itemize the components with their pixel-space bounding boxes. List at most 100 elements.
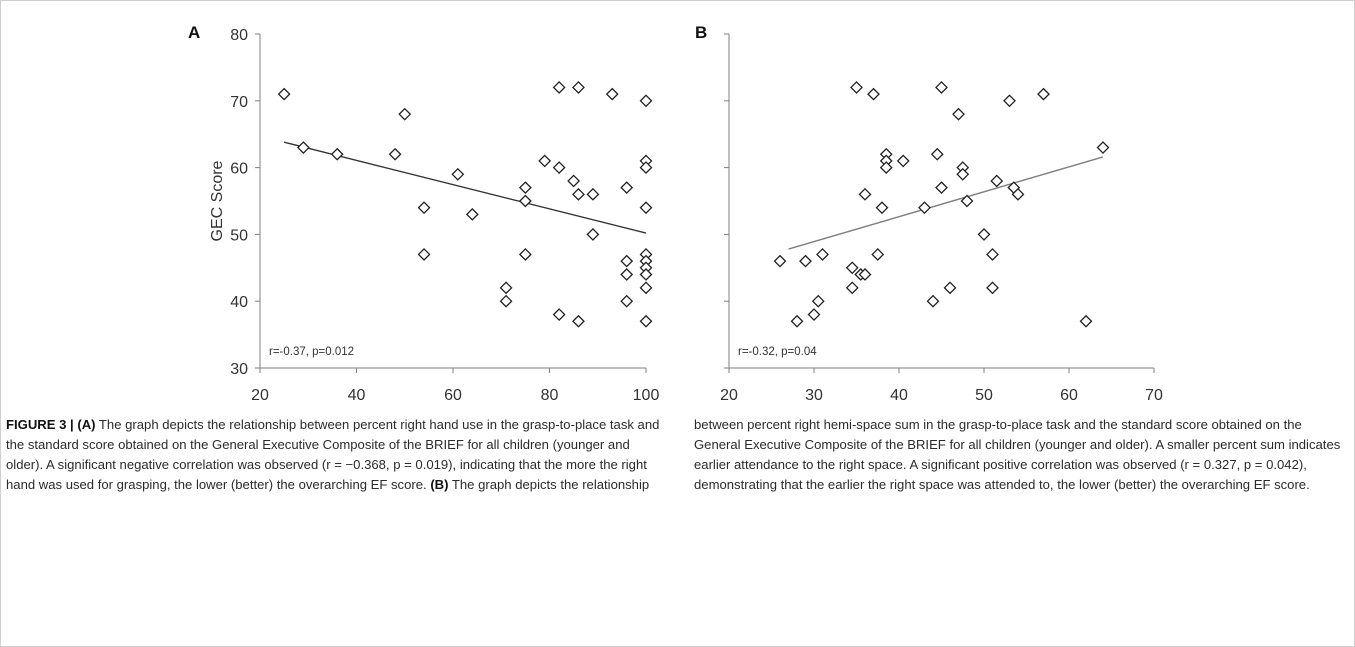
panel-a-data-point xyxy=(417,248,431,261)
panel-b-data-point xyxy=(926,294,940,308)
panel-b-data-point xyxy=(960,194,974,208)
panel-b-x-tick-label: 50 xyxy=(975,387,993,404)
panel-b-data-point xyxy=(845,281,859,295)
panel-a-data-point xyxy=(572,81,585,94)
panel-a-data-point xyxy=(620,294,634,308)
panel-b-data-point xyxy=(807,308,821,321)
panel-a-letter: A xyxy=(188,23,200,42)
panel-a-data-point xyxy=(297,141,310,154)
panel-a-x-tick-label: 100 xyxy=(633,387,660,404)
panel-b-data-point xyxy=(943,281,957,295)
panel-a-data-point xyxy=(639,161,653,175)
panel-a-data-point xyxy=(330,147,344,161)
panel-a-data-point xyxy=(552,161,566,175)
panel-b-data-point xyxy=(773,254,787,268)
panel-b-data-point xyxy=(816,248,829,261)
panel-a-data-point xyxy=(639,281,653,295)
panel-a-y-tick-label: 50 xyxy=(230,227,248,244)
panel-a-data-point xyxy=(620,268,634,281)
panel-a-x-tick-label: 80 xyxy=(541,387,559,404)
panel-a-data-point xyxy=(499,294,513,308)
panel-b-data-point xyxy=(935,81,948,94)
panel-a-data-point xyxy=(451,167,465,181)
caption-label-a: (A) xyxy=(77,417,96,432)
panel-b-data-point xyxy=(1079,314,1093,328)
panel-a-data-point xyxy=(398,107,412,121)
panel-b-data-point xyxy=(1037,87,1050,101)
panel-b-letter: B xyxy=(695,23,707,42)
panel-a-data-point xyxy=(639,201,653,215)
panel-b-data-point xyxy=(1003,94,1016,108)
panel-a-data-point xyxy=(572,187,585,201)
panel-b-correlation-label: r=-0.32, p=0.04 xyxy=(738,346,817,358)
caption-label-b: (B) xyxy=(430,477,449,492)
panel-b-data-point xyxy=(896,154,910,168)
panel-a-y-tick-label: 60 xyxy=(230,161,248,178)
panel-a-data-point xyxy=(639,94,653,108)
panel-a-data-point xyxy=(518,181,532,195)
caption-text-b-continued: between percent right hemi-space sum in … xyxy=(694,417,1341,492)
panel-b-data-point xyxy=(990,174,1004,188)
panel-b-x-tick-label: 70 xyxy=(1145,387,1163,404)
panel-b-data-point xyxy=(1011,187,1025,201)
panel-b-data-point xyxy=(956,167,970,181)
panel-a-x-tick-label: 60 xyxy=(444,387,462,404)
panel-a-data-point xyxy=(552,308,566,321)
panel-a-y-tick-label: 40 xyxy=(230,294,248,311)
panel-a-data-point xyxy=(538,154,552,168)
panel-b-data-point xyxy=(811,294,825,308)
panel-b-data-point xyxy=(871,248,885,261)
panel-a-data-point xyxy=(277,87,291,101)
panel-a-data-point xyxy=(567,174,581,188)
panel-b-x-tick-label: 40 xyxy=(890,387,908,404)
panel-a-data-point xyxy=(586,187,600,201)
panel-b-data-point xyxy=(879,161,893,175)
caption-right-column: between percent right hemi-space sum in … xyxy=(694,415,1346,495)
panel-b-data-point xyxy=(986,281,999,295)
panel-b-data-point xyxy=(952,107,965,121)
caption-left-column: FIGURE 3 | (A) The graph depicts the rel… xyxy=(6,415,662,495)
panel-b-x-tick-label: 30 xyxy=(805,387,823,404)
panel-a-x-tick-label: 20 xyxy=(251,387,269,404)
panel-a-y-tick-label: 80 xyxy=(230,27,248,44)
panel-a-data-point xyxy=(499,281,513,295)
panel-b-data-point xyxy=(875,201,889,215)
panel-b-data-point xyxy=(867,87,880,101)
panel-a-correlation-label: r=-0.37, p=0.012 xyxy=(269,346,354,358)
caption-text-b-start: The graph depicts the relationship xyxy=(448,477,650,492)
panel-a-data-point xyxy=(552,81,566,94)
panel-b-data-point xyxy=(986,248,999,261)
panel-a-data-point xyxy=(639,314,653,328)
panel-a-data-point xyxy=(518,194,532,208)
panel-b-data-point xyxy=(1096,141,1110,154)
panel-a-data-point xyxy=(572,314,585,328)
panel-a-trendline xyxy=(283,141,647,234)
panel-a-data-point xyxy=(518,248,532,261)
panel-b-data-point xyxy=(858,268,872,281)
panel-a-data-point xyxy=(620,254,634,268)
panel-b-data-point xyxy=(930,147,944,161)
panel-a-y-tick-label: 30 xyxy=(230,361,248,378)
panel-b-data-point xyxy=(918,201,931,215)
panel-a-y-axis-title: GEC Score xyxy=(209,160,226,241)
panel-b-x-tick-label: 20 xyxy=(720,387,738,404)
caption-text-a: The graph depicts the relationship betwe… xyxy=(6,417,660,492)
panel-a-data-point xyxy=(620,181,634,195)
panel-b-data-point xyxy=(858,187,872,201)
panel-b-data-point xyxy=(790,314,804,328)
panel-a-data-point xyxy=(465,207,479,221)
panel-a-x-tick-label: 40 xyxy=(348,387,366,404)
panel-b-data-point xyxy=(850,81,863,94)
panel-a-data-point xyxy=(586,227,600,241)
panel-b-data-point xyxy=(977,227,991,241)
panel-a-data-point xyxy=(605,87,619,101)
panel-a-y-tick-label: 70 xyxy=(230,94,248,111)
figure-caption: FIGURE 3 | (A) The graph depicts the rel… xyxy=(0,407,1355,645)
panel-b-x-tick-label: 60 xyxy=(1060,387,1078,404)
panel-b-trendline xyxy=(788,156,1104,250)
panel-b-data-point xyxy=(935,181,948,195)
panel-a-data-point xyxy=(639,268,653,281)
panel-b-data-point xyxy=(845,261,859,275)
